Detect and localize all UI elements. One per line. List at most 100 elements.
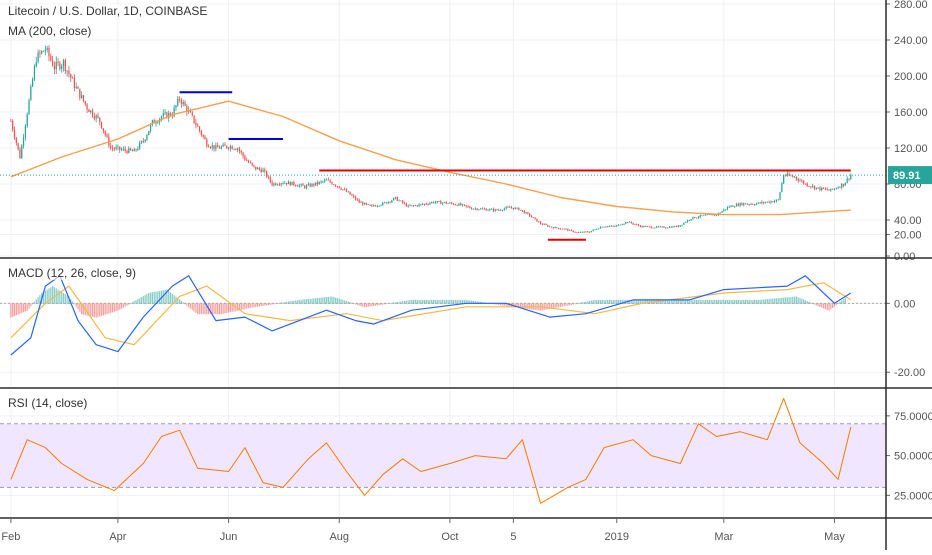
macd-histogram-bar <box>672 299 674 304</box>
macd-histogram-bar <box>298 299 300 304</box>
macd-histogram-bar <box>679 299 681 304</box>
macd-histogram-bar <box>149 292 152 304</box>
candle <box>723 209 725 212</box>
macd-histogram-bar <box>374 303 377 306</box>
candle <box>200 130 202 135</box>
macd-histogram-bar <box>168 290 170 304</box>
macd-histogram-bar <box>180 300 183 304</box>
macd-histogram-bar <box>119 303 121 310</box>
macd-histogram-bar <box>420 299 422 304</box>
candle <box>30 86 32 100</box>
candle <box>266 171 268 177</box>
macd-histogram-bar <box>62 293 65 304</box>
macd-histogram-bar <box>786 297 788 304</box>
candle <box>565 228 567 230</box>
macd-legend[interactable]: MACD (12, 26, close, 9) <box>6 266 139 280</box>
macd-histogram-bar <box>728 299 730 304</box>
candle <box>342 189 344 191</box>
candle <box>737 204 739 206</box>
macd-histogram-bar <box>46 289 48 304</box>
macd-histogram-bar <box>743 299 745 304</box>
macd-histogram-bar <box>681 299 683 304</box>
candle <box>715 214 718 216</box>
candle <box>387 201 389 204</box>
candle <box>534 217 536 219</box>
candle <box>126 150 128 153</box>
candle <box>719 212 721 214</box>
macd-histogram-bar <box>500 303 502 306</box>
macd-histogram-bar <box>260 303 262 307</box>
candle <box>320 181 322 183</box>
macd-histogram-bar <box>242 303 244 310</box>
macd-histogram-bar <box>311 298 313 304</box>
candle <box>398 200 400 202</box>
macd-histogram-bar <box>327 296 329 304</box>
candle <box>28 99 30 115</box>
macd-histogram-bar <box>253 303 255 308</box>
macd-histogram-bar <box>307 298 310 304</box>
macd-histogram-bar <box>322 297 324 304</box>
macd-histogram-bar <box>676 299 678 304</box>
candle <box>71 77 74 79</box>
macd-histogram-bar <box>405 300 407 304</box>
macd-histogram-bar <box>155 291 157 304</box>
macd-histogram-bar <box>574 303 576 305</box>
candle <box>757 202 759 204</box>
macd-histogram-bar <box>329 296 331 304</box>
candle <box>329 180 331 183</box>
macd-histogram-bar <box>64 294 66 304</box>
ma-legend[interactable]: MA (200, close) <box>6 24 94 38</box>
candle <box>363 202 366 205</box>
candle <box>396 197 398 201</box>
candle <box>369 204 371 206</box>
candle <box>744 203 747 205</box>
candle <box>619 224 622 226</box>
candle <box>563 228 565 230</box>
macd-histogram-bar <box>10 303 12 318</box>
macd-histogram-bar <box>278 302 280 304</box>
candle <box>233 149 235 150</box>
macd-histogram-bar <box>139 298 141 304</box>
candle <box>258 167 261 170</box>
candle <box>418 204 420 207</box>
macd-histogram-bar <box>285 301 288 304</box>
candle <box>33 66 36 80</box>
candle <box>227 147 230 149</box>
macd-histogram-bar <box>779 297 781 304</box>
candle <box>755 203 758 205</box>
rsi-legend[interactable]: RSI (14, close) <box>6 396 90 410</box>
candle <box>338 186 340 189</box>
macd-histogram-bar <box>189 303 192 309</box>
macd-histogram-bar <box>144 295 146 304</box>
candle <box>139 142 141 149</box>
macd-histogram-bar <box>291 300 293 304</box>
macd-histogram-bar <box>296 300 299 304</box>
macd-histogram-bar <box>360 303 362 307</box>
macd-histogram-bar <box>226 303 228 314</box>
candle <box>182 102 184 105</box>
candle <box>57 61 59 63</box>
candle <box>777 199 779 201</box>
macd-histogram-bar <box>708 299 710 304</box>
candle <box>405 203 407 207</box>
candle <box>539 221 542 224</box>
candle <box>238 148 241 151</box>
macd-histogram-bar <box>402 301 404 304</box>
candle <box>140 141 143 143</box>
macd-histogram-bar <box>300 299 302 304</box>
macd-histogram-bar <box>677 299 680 304</box>
macd-histogram-bar <box>659 299 661 304</box>
macd-histogram-bar <box>287 301 290 304</box>
candle <box>133 149 135 152</box>
candle <box>710 214 712 216</box>
macd-histogram-bar <box>423 299 426 304</box>
macd-histogram-bar <box>797 297 799 304</box>
macd-histogram-bar <box>378 303 380 306</box>
candle <box>371 205 373 207</box>
candle <box>68 70 70 75</box>
price-axis-label: 280.00 <box>894 0 928 11</box>
candle <box>694 216 696 219</box>
macd-histogram-bar <box>739 299 741 304</box>
